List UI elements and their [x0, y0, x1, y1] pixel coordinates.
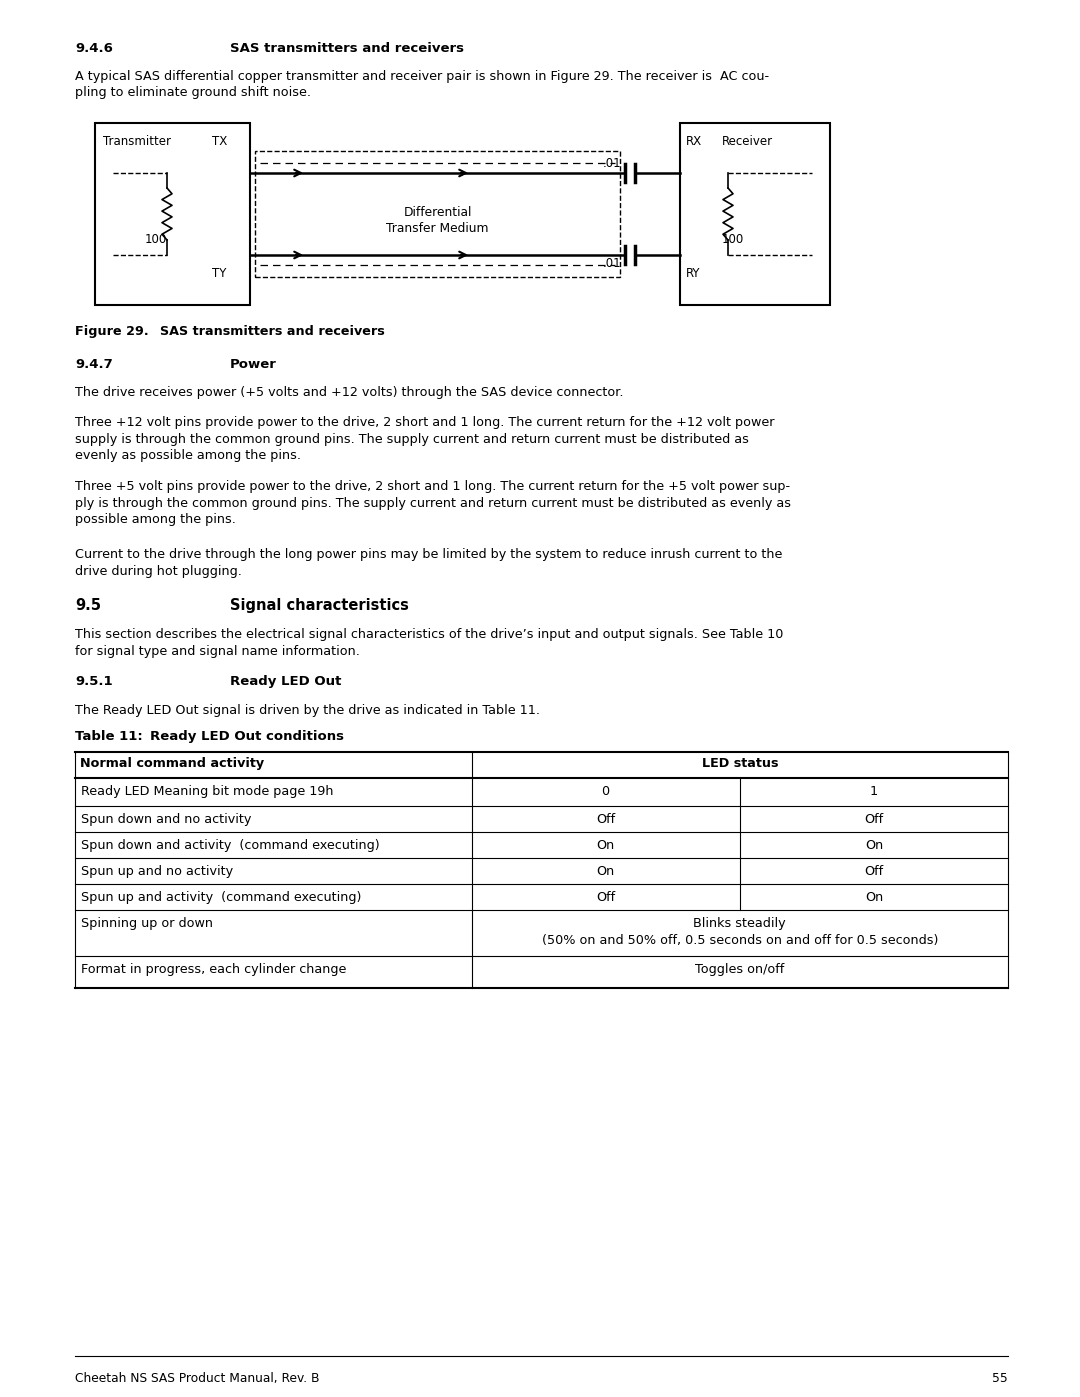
Text: ply is through the common ground pins. The supply current and return current mus: ply is through the common ground pins. T… [75, 496, 791, 510]
Text: Power: Power [230, 358, 276, 372]
Text: 1: 1 [869, 785, 878, 798]
Text: Current to the drive through the long power pins may be limited by the system to: Current to the drive through the long po… [75, 548, 782, 562]
Text: Transfer Medium: Transfer Medium [387, 222, 489, 235]
Text: Toggles on/off: Toggles on/off [696, 963, 784, 977]
Text: Format in progress, each cylinder change: Format in progress, each cylinder change [81, 963, 347, 977]
Text: pling to eliminate ground shift noise.: pling to eliminate ground shift noise. [75, 87, 311, 99]
Bar [95, 123, 249, 305]
Text: Transmitter: Transmitter [103, 136, 171, 148]
Text: Ready LED Out conditions: Ready LED Out conditions [150, 731, 345, 743]
Text: Figure 29.: Figure 29. [75, 326, 149, 338]
Text: possible among the pins.: possible among the pins. [75, 513, 235, 527]
Text: Spun up and no activity: Spun up and no activity [81, 865, 233, 877]
Text: RY: RY [686, 267, 701, 279]
Text: Signal characteristics: Signal characteristics [230, 598, 409, 613]
Text: Spinning up or down: Spinning up or down [81, 916, 213, 930]
Text: The drive receives power (+5 volts and +12 volts) through the SAS device connect: The drive receives power (+5 volts and +… [75, 386, 623, 400]
Text: Spun down and activity  (command executing): Spun down and activity (command executin… [81, 840, 380, 852]
Text: SAS transmitters and receivers: SAS transmitters and receivers [160, 326, 384, 338]
Text: On: On [596, 865, 615, 877]
Text: drive during hot plugging.: drive during hot plugging. [75, 564, 242, 577]
Text: 9.4.7: 9.4.7 [75, 358, 112, 372]
Text: 0: 0 [602, 785, 610, 798]
Text: 100: 100 [145, 233, 167, 246]
Text: This section describes the electrical signal characteristics of the drive’s inpu: This section describes the electrical si… [75, 629, 783, 641]
Bar [255, 151, 620, 277]
Text: SAS transmitters and receivers: SAS transmitters and receivers [230, 42, 464, 54]
Bar [680, 123, 831, 305]
Text: Spun down and no activity: Spun down and no activity [81, 813, 252, 826]
Text: TY: TY [212, 267, 227, 279]
Text: .01: .01 [603, 257, 622, 270]
Text: Three +12 volt pins provide power to the drive, 2 short and 1 long. The current : Three +12 volt pins provide power to the… [75, 416, 774, 429]
Text: Normal command activity: Normal command activity [80, 757, 265, 770]
Text: .01: .01 [603, 156, 622, 170]
Text: Ready LED Out: Ready LED Out [230, 675, 341, 687]
Text: 100: 100 [723, 233, 744, 246]
Text: Blinks steadily: Blinks steadily [693, 916, 786, 930]
Text: The Ready LED Out signal is driven by the drive as indicated in Table 11.: The Ready LED Out signal is driven by th… [75, 704, 540, 717]
Text: Off: Off [864, 813, 883, 826]
Text: Receiver: Receiver [723, 136, 773, 148]
Text: On: On [596, 840, 615, 852]
Text: Off: Off [864, 865, 883, 877]
Text: Spun up and activity  (command executing): Spun up and activity (command executing) [81, 891, 362, 904]
Text: (50% on and 50% off, 0.5 seconds on and off for 0.5 seconds): (50% on and 50% off, 0.5 seconds on and … [541, 935, 937, 947]
Text: Ready LED Meaning bit mode page 19h: Ready LED Meaning bit mode page 19h [81, 785, 334, 798]
Text: RX: RX [686, 136, 702, 148]
Text: TX: TX [212, 136, 227, 148]
Text: Differential: Differential [403, 205, 472, 219]
Text: 9.5.1: 9.5.1 [75, 675, 112, 687]
Text: A typical SAS differential copper transmitter and receiver pair is shown in Figu: A typical SAS differential copper transm… [75, 70, 769, 82]
Text: Cheetah NS SAS Product Manual, Rev. B: Cheetah NS SAS Product Manual, Rev. B [75, 1372, 320, 1384]
Text: Table 11:: Table 11: [75, 731, 143, 743]
Text: 9.5: 9.5 [75, 598, 102, 613]
Text: Off: Off [596, 891, 616, 904]
Text: On: On [865, 840, 883, 852]
Text: On: On [865, 891, 883, 904]
Text: 9.4.6: 9.4.6 [75, 42, 113, 54]
Text: evenly as possible among the pins.: evenly as possible among the pins. [75, 448, 301, 462]
Text: 55: 55 [993, 1372, 1008, 1384]
Text: for signal type and signal name information.: for signal type and signal name informat… [75, 644, 360, 658]
Text: Off: Off [596, 813, 616, 826]
Text: supply is through the common ground pins. The supply current and return current : supply is through the common ground pins… [75, 433, 748, 446]
Text: LED status: LED status [702, 757, 778, 770]
Text: Three +5 volt pins provide power to the drive, 2 short and 1 long. The current r: Three +5 volt pins provide power to the … [75, 481, 791, 493]
